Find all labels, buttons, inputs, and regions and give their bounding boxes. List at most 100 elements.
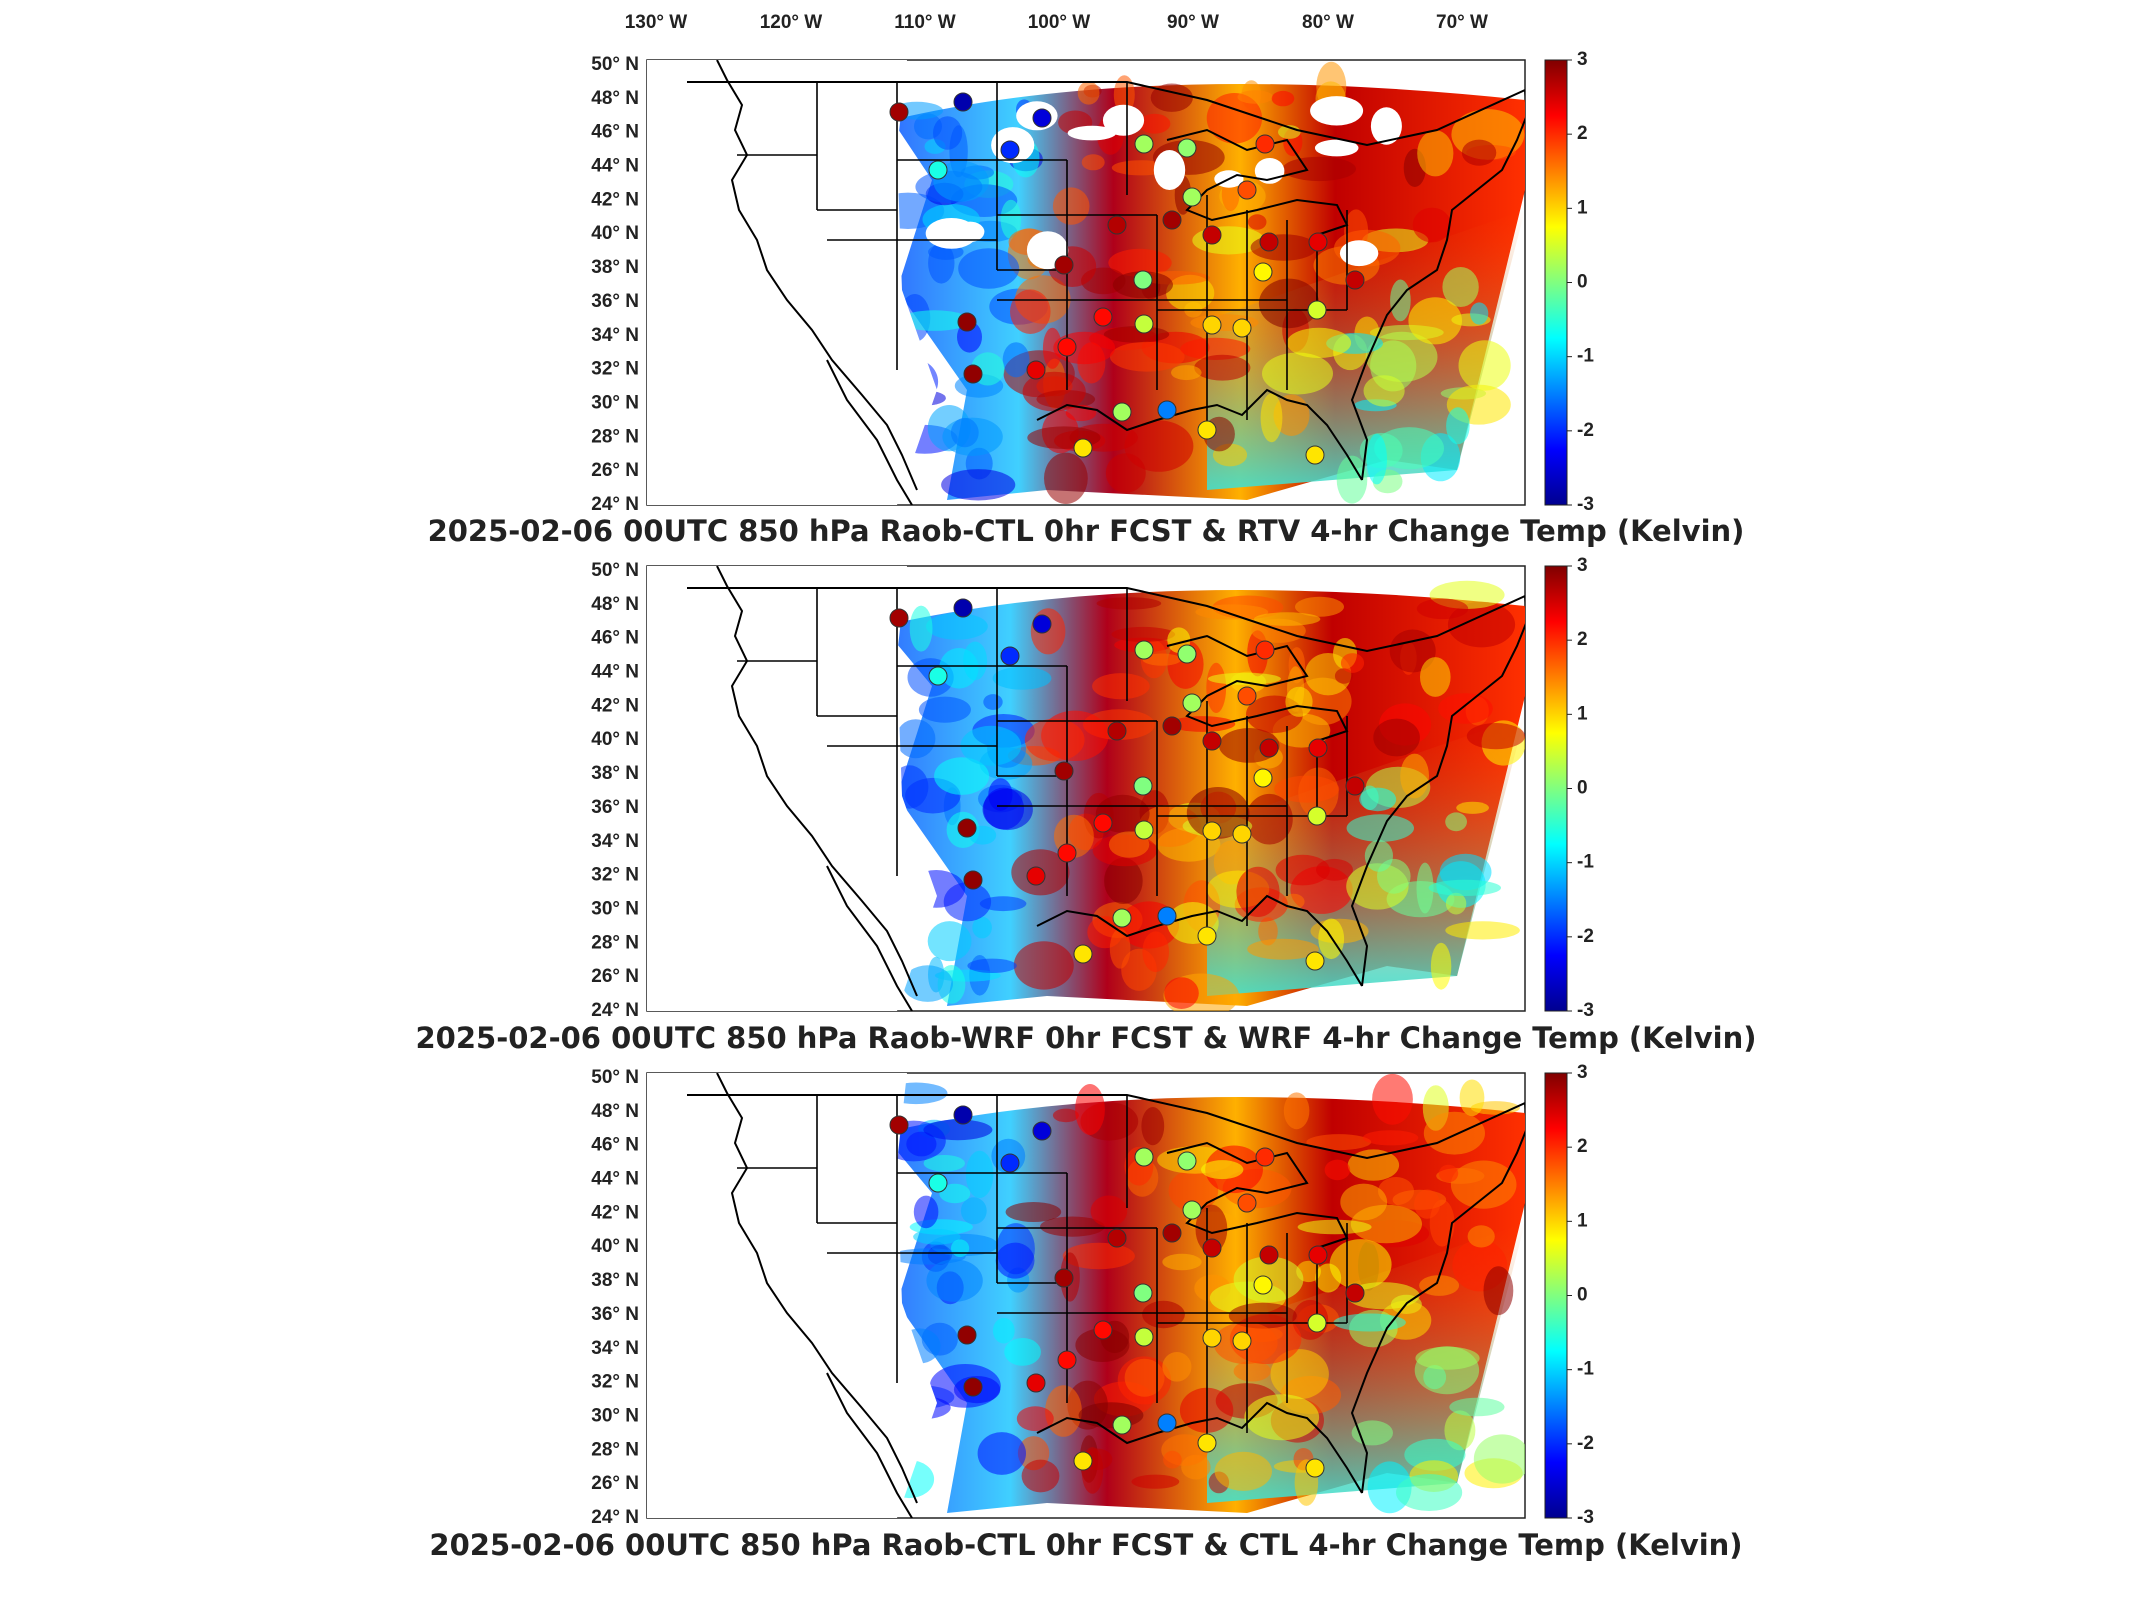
field-blob: [1362, 1130, 1419, 1146]
no-data-region: [647, 566, 937, 1011]
field-blob: [1021, 1459, 1060, 1493]
field-blob: [1090, 1195, 1128, 1227]
field-blob: [1459, 1079, 1485, 1117]
field-blob: [1180, 337, 1251, 360]
field-blob: [1004, 1338, 1041, 1366]
station-marker: [1133, 776, 1153, 796]
field-blob: [909, 605, 933, 652]
station-marker: [1232, 318, 1252, 338]
field-blob: [992, 1317, 1015, 1344]
no-data-region: [647, 60, 937, 505]
field-blob: [1389, 629, 1436, 673]
colorbar-tick-label: -1: [1577, 852, 1594, 873]
field-blob: [1162, 1352, 1192, 1382]
field-blob: [1124, 1358, 1165, 1397]
station-marker: [1054, 255, 1074, 275]
colorbar-tick-label: 1: [1577, 197, 1588, 218]
station-marker: [1026, 866, 1046, 886]
lon-label: 80° W: [1302, 12, 1354, 33]
field-blob: [933, 116, 963, 150]
lat-label: 30° N: [591, 1406, 639, 1427]
station-marker: [1162, 210, 1182, 230]
station-marker: [1253, 768, 1273, 788]
field-blob: [1253, 612, 1321, 626]
field-blob: [1306, 1134, 1372, 1151]
field-blob: [1075, 1328, 1130, 1362]
lat-label: 32° N: [591, 1372, 639, 1393]
colorbar-tick-label: 0: [1577, 1285, 1588, 1306]
field-blob: [1270, 1349, 1329, 1400]
station-marker: [889, 608, 909, 628]
map-content: [647, 566, 1525, 1011]
lon-label: 90° W: [1167, 12, 1219, 33]
map-panel-1: 50° N 48° N 46° N 44° N 42° N 40° N 38° N 36° N…: [428, 49, 1745, 548]
field-blob: [1286, 327, 1352, 358]
station-marker: [1177, 138, 1197, 158]
lat-label: 34° N: [591, 325, 639, 346]
field-blob: [1346, 1282, 1420, 1310]
lat-label: 30° N: [591, 393, 639, 414]
field-blob: [1450, 1160, 1517, 1209]
lat-label: 28° N: [591, 426, 639, 447]
field-blob: [1483, 1266, 1514, 1316]
field-blob: [1103, 326, 1170, 343]
field-blob: [1246, 793, 1293, 845]
lat-label: 34° N: [591, 1338, 639, 1359]
colorbar-tick-label: 1: [1577, 703, 1588, 724]
lat-label: 26° N: [591, 460, 639, 481]
coastline: [1350, 596, 1525, 987]
station-marker: [1107, 721, 1127, 741]
station-marker: [889, 102, 909, 122]
field-blob: [983, 694, 1003, 710]
field-blob: [927, 921, 972, 962]
lat-label: 24° N: [591, 1000, 639, 1021]
national-border: [687, 81, 1525, 147]
station-marker: [1054, 761, 1074, 781]
map-boundaries: [687, 60, 1525, 505]
colorbar: [1544, 59, 1568, 506]
field-blob: [1258, 917, 1278, 946]
colorbar-tick-label: 0: [1577, 778, 1588, 799]
field-blob: [1473, 1434, 1525, 1484]
field-blob: [1075, 1084, 1105, 1135]
field-blob: [1005, 1202, 1062, 1222]
station-marker: [928, 666, 948, 686]
station-marker: [1255, 640, 1275, 660]
station-marker: [1202, 315, 1222, 335]
field-blob: [1438, 1164, 1459, 1183]
station-marker: [1182, 1200, 1202, 1220]
lat-label: 36° N: [591, 797, 639, 818]
field-blob: [1024, 718, 1085, 762]
station-marker: [1305, 951, 1325, 971]
lat-label: 40° N: [591, 223, 639, 244]
field-blob: [1016, 1406, 1054, 1432]
lat-label: 50° N: [591, 1067, 639, 1088]
station-marker: [1259, 738, 1279, 758]
station-marker: [1202, 1328, 1222, 1348]
station-marker: [1305, 1458, 1325, 1478]
lat-label: 28° N: [591, 1439, 639, 1460]
map-content: [647, 60, 1525, 505]
field-blob: [913, 1195, 939, 1229]
station-marker: [1253, 262, 1273, 282]
lat-label: 38° N: [591, 1270, 639, 1291]
station-marker: [1112, 1415, 1132, 1435]
field-blob: [1194, 354, 1251, 381]
lat-label: 36° N: [591, 291, 639, 312]
lat-label: 40° N: [591, 729, 639, 750]
field-blob: [1138, 113, 1171, 134]
station-marker: [889, 1115, 909, 1135]
station-marker: [1134, 1327, 1154, 1347]
lat-label: 44° N: [591, 662, 639, 683]
station-marker: [1057, 843, 1077, 863]
field-blob: [1207, 672, 1281, 685]
field-blob: [1423, 1111, 1485, 1155]
field-blob: [1417, 130, 1454, 177]
field-blob: [1283, 1092, 1310, 1130]
field-blob: [1347, 1149, 1400, 1181]
lat-label: 38° N: [591, 763, 639, 784]
field-blob: [1262, 352, 1333, 395]
field-blob: [923, 1155, 965, 1172]
field-blob: [1092, 673, 1150, 700]
lon-label: 70° W: [1436, 12, 1488, 33]
